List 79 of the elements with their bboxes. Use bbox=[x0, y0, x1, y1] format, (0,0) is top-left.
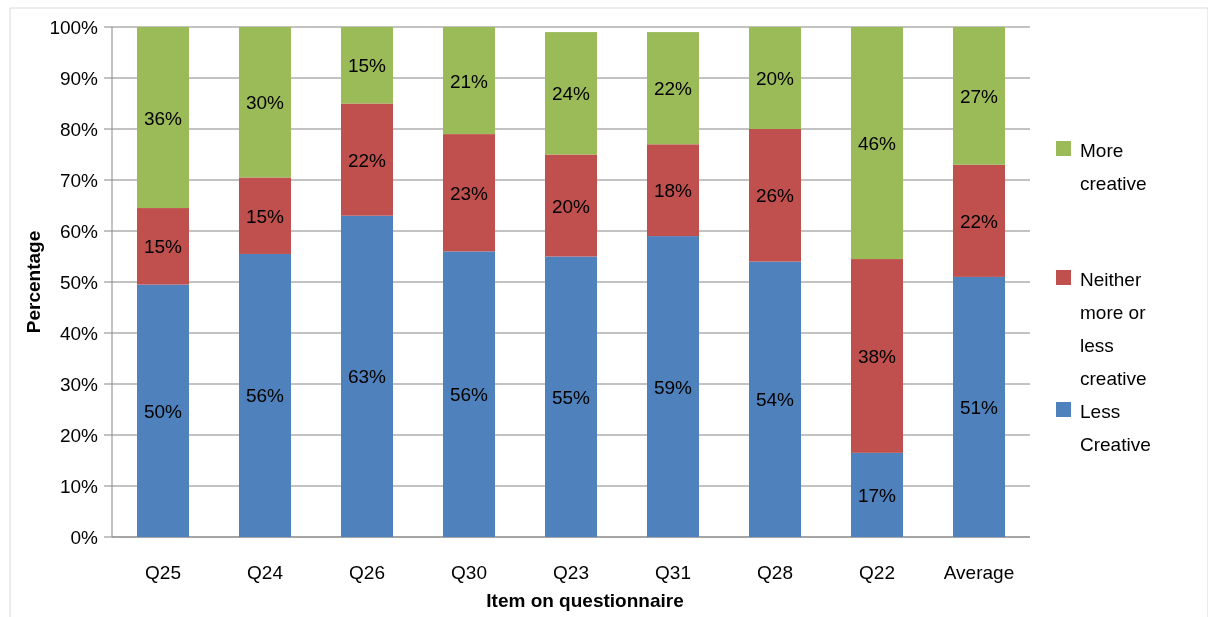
y-tick-label: 80% bbox=[59, 119, 99, 140]
y-tick-label: 70% bbox=[59, 170, 99, 191]
data-label: 21% bbox=[449, 70, 489, 92]
legend-label: More creative bbox=[1080, 140, 1147, 194]
bar bbox=[136, 284, 190, 537]
data-label: 23% bbox=[449, 182, 489, 204]
data-label: 38% bbox=[857, 345, 897, 367]
bar bbox=[748, 27, 802, 129]
data-label: 22% bbox=[653, 78, 693, 100]
data-label: 51% bbox=[959, 396, 999, 418]
x-tick-label: Q28 bbox=[757, 562, 793, 583]
bar bbox=[238, 177, 292, 254]
data-label: 56% bbox=[245, 385, 285, 407]
bar bbox=[442, 27, 496, 135]
data-label: 15% bbox=[143, 236, 183, 258]
data-label: 22% bbox=[959, 210, 999, 232]
data-label: 56% bbox=[449, 384, 489, 406]
bar bbox=[442, 134, 496, 252]
bar bbox=[340, 103, 394, 216]
bar bbox=[646, 144, 700, 237]
bar bbox=[952, 27, 1006, 165]
bar bbox=[544, 154, 598, 257]
legend-label: Neither more or less creative bbox=[1080, 269, 1147, 389]
data-label: 15% bbox=[347, 55, 387, 77]
x-tick-label: Q24 bbox=[247, 562, 284, 583]
bar bbox=[544, 256, 598, 537]
data-label: 17% bbox=[857, 484, 897, 506]
y-tick-label: 60% bbox=[59, 221, 99, 242]
data-label: 27% bbox=[959, 85, 999, 107]
y-tick-label: 90% bbox=[59, 68, 99, 89]
y-tick-label: 0% bbox=[70, 527, 99, 548]
y-tick-label: 100% bbox=[49, 17, 99, 38]
bar bbox=[952, 276, 1006, 537]
data-label: 30% bbox=[245, 92, 285, 114]
data-label: 15% bbox=[245, 205, 285, 227]
bar bbox=[850, 452, 904, 537]
data-label: 36% bbox=[143, 107, 183, 129]
y-tick-label: 10% bbox=[59, 476, 99, 497]
x-tick-label: Q31 bbox=[655, 562, 691, 583]
bar bbox=[340, 215, 394, 537]
data-label: 24% bbox=[551, 83, 591, 105]
bar bbox=[850, 259, 904, 453]
data-label: 46% bbox=[857, 133, 897, 155]
bar bbox=[850, 27, 904, 260]
data-label: 50% bbox=[143, 400, 183, 422]
bar bbox=[136, 208, 190, 285]
data-label: 20% bbox=[551, 195, 591, 217]
legend-label: Less Creative bbox=[1080, 401, 1151, 455]
x-tick-label: Q23 bbox=[553, 562, 589, 583]
bar bbox=[748, 261, 802, 537]
data-label: 59% bbox=[653, 376, 693, 398]
bar bbox=[136, 27, 190, 209]
x-tick-label: Q26 bbox=[349, 562, 385, 583]
y-tick-label: 30% bbox=[59, 374, 99, 395]
bar bbox=[544, 32, 598, 155]
data-label: 26% bbox=[755, 185, 795, 207]
bar bbox=[646, 32, 700, 145]
x-tick-label: Average bbox=[943, 562, 1015, 583]
data-label: 54% bbox=[755, 389, 795, 411]
x-tick-label: Q22 bbox=[859, 562, 895, 583]
data-label: 20% bbox=[755, 68, 795, 89]
x-tick-label: Q25 bbox=[145, 562, 181, 583]
y-tick-label: 50% bbox=[59, 272, 99, 293]
bar bbox=[340, 27, 394, 104]
bar bbox=[238, 27, 292, 178]
y-tick-label: 40% bbox=[59, 323, 99, 344]
bar bbox=[748, 129, 802, 262]
y-tick-label: 20% bbox=[59, 425, 99, 446]
data-label: 55% bbox=[551, 386, 591, 408]
bar bbox=[442, 251, 496, 537]
x-axis-title: Item on questionnaire bbox=[486, 590, 684, 611]
bar bbox=[952, 164, 1006, 277]
y-axis-title: Percentage bbox=[23, 230, 44, 334]
data-label: 22% bbox=[347, 149, 387, 171]
x-tick-label: Q30 bbox=[451, 562, 487, 583]
data-label: 63% bbox=[347, 366, 387, 388]
data-label: 18% bbox=[653, 180, 693, 202]
bar bbox=[646, 236, 700, 537]
bar bbox=[238, 253, 292, 537]
